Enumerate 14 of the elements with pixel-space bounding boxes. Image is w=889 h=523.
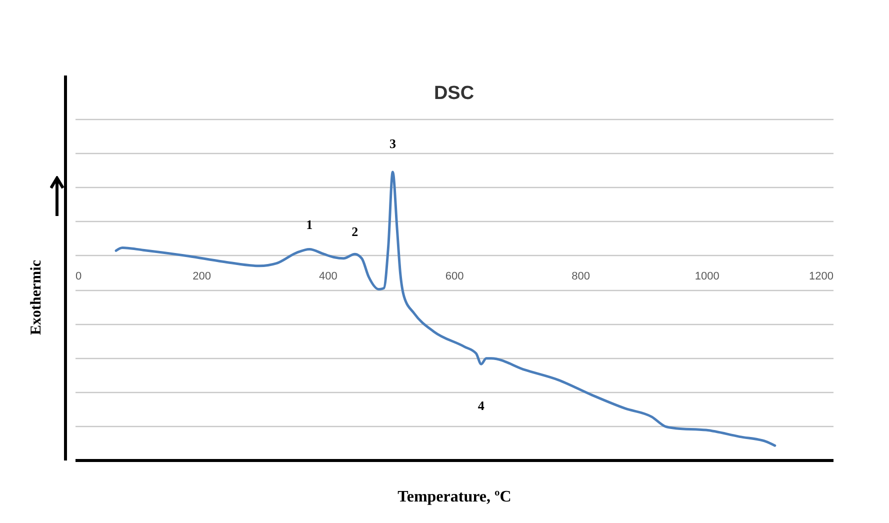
annotation: 1 — [306, 217, 313, 232]
annotation: 3 — [389, 136, 396, 152]
x-tick-label: 600 — [445, 270, 464, 282]
x-tick-label: 800 — [572, 270, 590, 282]
x-axis-title: Temperature, ºC — [398, 488, 512, 506]
x-tick-label: 1000 — [694, 270, 720, 282]
annotation: 2 — [352, 224, 358, 240]
annotation: 4 — [478, 398, 485, 414]
y-axis-title: Exothermic — [28, 260, 44, 335]
x-tick-label: 200 — [192, 270, 212, 282]
x-tick-label: 400 — [318, 270, 338, 282]
x-tick-label: 0 — [76, 270, 82, 282]
chart-title: DSC — [434, 83, 474, 104]
x-tick-label: 1200 — [809, 270, 834, 282]
